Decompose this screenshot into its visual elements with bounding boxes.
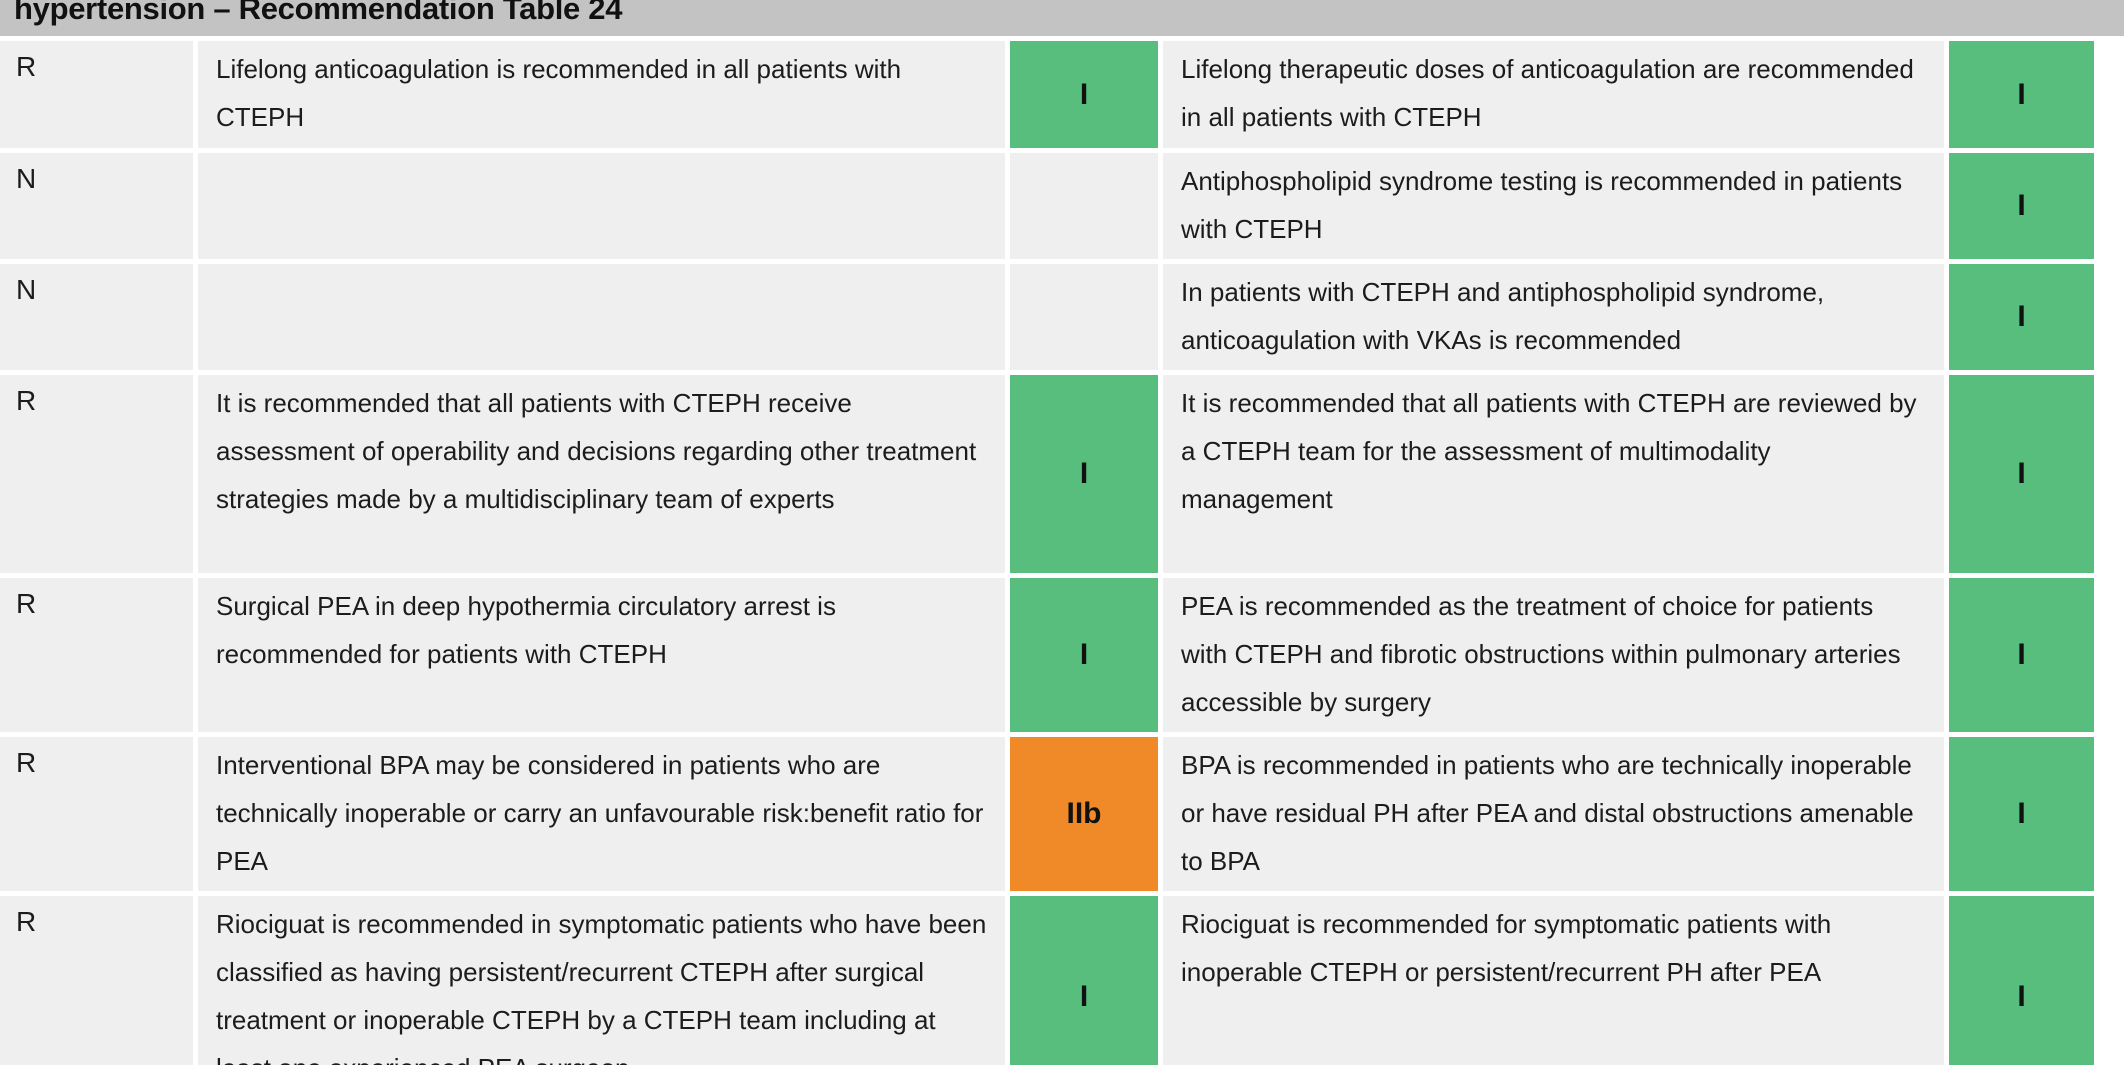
- table-title: hypertension – Recommendation Table 24: [14, 0, 623, 26]
- table-row: N In patients with CTEPH and antiphospho…: [0, 264, 2124, 370]
- old-class-badge: I: [1010, 41, 1158, 148]
- new-recommendation-cell: Antiphospholipid syndrome testing is rec…: [1163, 153, 1944, 259]
- change-flag: R: [16, 385, 37, 416]
- change-flag: R: [16, 51, 37, 82]
- table-row: R Riociguat is recommended in symptomati…: [0, 896, 2124, 1065]
- new-class-badge: I: [1949, 375, 2094, 573]
- new-class-badge: I: [1949, 264, 2094, 370]
- new-recommendation-text: Antiphospholipid syndrome testing is rec…: [1181, 166, 1903, 244]
- old-recommendation-text: Lifelong anticoagulation is recommended …: [216, 54, 902, 132]
- new-recommendation-cell: Riociguat is recommended for symptomatic…: [1163, 896, 1944, 1065]
- new-class-badge: I: [1949, 153, 2094, 259]
- change-flag-cell: R: [0, 41, 193, 148]
- old-recommendation-cell: Lifelong anticoagulation is recommended …: [198, 41, 1005, 148]
- old-class-badge: I: [1010, 375, 1158, 573]
- new-recommendation-text: PEA is recommended as the treatment of c…: [1181, 591, 1901, 717]
- change-flag: N: [16, 274, 37, 305]
- new-class-badge: I: [1949, 896, 2094, 1065]
- table-row: R Interventional BPA may be considered i…: [0, 737, 2124, 891]
- old-recommendation-cell: It is recommended that all patients with…: [198, 375, 1005, 573]
- new-recommendation-text: It is recommended that all patients with…: [1181, 388, 1917, 514]
- new-recommendation-text: Lifelong therapeutic doses of anticoagul…: [1181, 54, 1914, 132]
- old-class-badge: [1010, 264, 1158, 370]
- old-recommendation-cell: Surgical PEA in deep hypothermia circula…: [198, 578, 1005, 732]
- old-recommendation-cell: Interventional BPA may be considered in …: [198, 737, 1005, 891]
- old-class-badge: I: [1010, 896, 1158, 1065]
- change-flag: R: [16, 588, 37, 619]
- old-recommendation-text: Riociguat is recommended in symptomatic …: [216, 909, 987, 1065]
- table-row: R It is recommended that all patients wi…: [0, 375, 2124, 573]
- old-recommendation-text: Interventional BPA may be considered in …: [216, 750, 984, 876]
- change-flag-cell: R: [0, 578, 193, 732]
- old-recommendation-cell: [198, 264, 1005, 370]
- change-flag: N: [16, 163, 37, 194]
- change-flag: R: [16, 906, 37, 937]
- change-flag: R: [16, 747, 37, 778]
- old-recommendation-text: It is recommended that all patients with…: [216, 388, 977, 514]
- new-recommendation-cell: Lifelong therapeutic doses of anticoagul…: [1163, 41, 1944, 148]
- old-recommendation-text: Surgical PEA in deep hypothermia circula…: [216, 591, 836, 669]
- change-flag-cell: R: [0, 375, 193, 573]
- table-row: R Surgical PEA in deep hypothermia circu…: [0, 578, 2124, 732]
- old-class-badge: I: [1010, 578, 1158, 732]
- old-class-badge: [1010, 153, 1158, 259]
- new-recommendation-cell: BPA is recommended in patients who are t…: [1163, 737, 1944, 891]
- new-class-badge: I: [1949, 578, 2094, 732]
- change-flag-cell: N: [0, 153, 193, 259]
- new-recommendation-cell: In patients with CTEPH and antiphospholi…: [1163, 264, 1944, 370]
- new-class-badge: I: [1949, 737, 2094, 891]
- new-recommendation-text: In patients with CTEPH and antiphospholi…: [1181, 277, 1825, 355]
- table-row: R Lifelong anticoagulation is recommende…: [0, 41, 2124, 148]
- old-recommendation-cell: [198, 153, 1005, 259]
- old-class-badge: IIb: [1010, 737, 1158, 891]
- new-recommendation-cell: It is recommended that all patients with…: [1163, 375, 1944, 573]
- table-row: N Antiphospholipid syndrome testing is r…: [0, 153, 2124, 259]
- recommendation-table: R Lifelong anticoagulation is recommende…: [0, 41, 2124, 1065]
- new-recommendation-text: Riociguat is recommended for symptomatic…: [1181, 909, 1832, 987]
- new-recommendation-text: BPA is recommended in patients who are t…: [1181, 750, 1914, 876]
- old-recommendation-cell: Riociguat is recommended in symptomatic …: [198, 896, 1005, 1065]
- change-flag-cell: R: [0, 737, 193, 891]
- change-flag-cell: N: [0, 264, 193, 370]
- new-recommendation-cell: PEA is recommended as the treatment of c…: [1163, 578, 1944, 732]
- new-class-badge: I: [1949, 41, 2094, 148]
- change-flag-cell: R: [0, 896, 193, 1065]
- table-header-bar: hypertension – Recommendation Table 24: [0, 0, 2124, 36]
